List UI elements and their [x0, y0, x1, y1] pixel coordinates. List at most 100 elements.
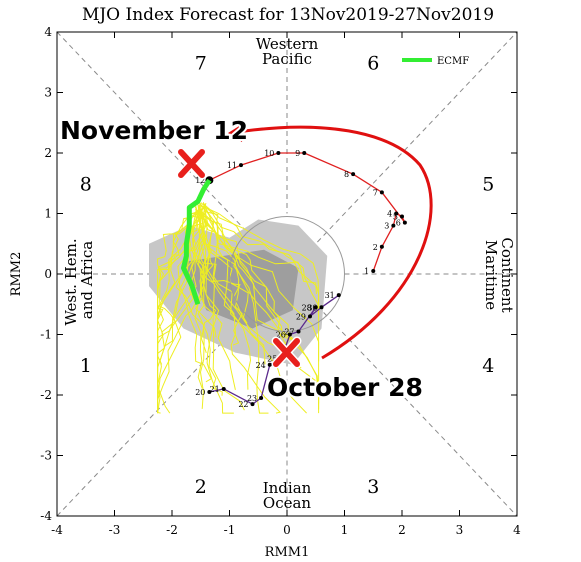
y-tick-label: -4	[40, 509, 52, 523]
region-label-top-2: Pacific	[262, 50, 312, 68]
data-point	[391, 223, 396, 228]
point-label: 29	[296, 312, 306, 321]
phase-label-4: 4	[482, 355, 494, 377]
phase-label-2: 2	[195, 476, 207, 498]
data-point	[259, 396, 264, 401]
series-line-observed_november	[209, 152, 406, 272]
point-label: 4	[387, 210, 392, 219]
region-label-left-1: West. Hem.	[62, 238, 80, 325]
point-label: 7	[373, 188, 378, 197]
point-label: 28	[302, 303, 312, 312]
ensemble-line-20	[199, 211, 266, 365]
data-point	[239, 163, 243, 168]
annotation-november-12: November 12	[60, 116, 248, 145]
point-label: 9	[295, 149, 300, 158]
x-tick-label: 1	[341, 523, 349, 537]
ensemble-line-16	[198, 204, 269, 414]
x-marker-nov12	[176, 147, 207, 180]
arrow-annotation	[228, 123, 433, 360]
region-label-bottom-1: Indian	[263, 479, 312, 497]
y-tick-label: -2	[40, 388, 52, 402]
data-point	[250, 402, 255, 407]
ensemble-line-29	[200, 204, 217, 354]
x-tick-label: -2	[166, 523, 178, 537]
y-tick-label: -1	[40, 328, 52, 342]
x-tick-label: -3	[109, 523, 121, 537]
point-label: 2	[373, 243, 378, 252]
data-point	[287, 332, 292, 337]
x-tick-label: 4	[513, 523, 521, 537]
point-label: 26	[276, 331, 286, 340]
ensemble-line-25	[200, 203, 236, 391]
point-label: 5	[393, 213, 398, 222]
phase-numbers: 7 68 51 42 3	[80, 52, 495, 498]
point-label: 12	[195, 176, 205, 185]
region-label-right-1: Maritime	[482, 240, 500, 310]
ensemble-line-31	[202, 203, 320, 362]
x-tick-label: -1	[224, 523, 236, 537]
point-label: 22	[238, 400, 248, 409]
phase-label-1: 1	[80, 355, 92, 377]
annotation-october-28: October 28	[267, 373, 423, 402]
data-point	[336, 293, 341, 298]
data-point	[221, 386, 226, 391]
ensemble-line-15	[205, 209, 320, 410]
x-marker-oct28	[271, 336, 302, 369]
region-label-bottom-2: Ocean	[263, 494, 312, 512]
y-tick-label: 4	[44, 25, 52, 39]
point-label: 8	[344, 170, 349, 179]
legend-label-ecmf: ECMF	[437, 56, 469, 67]
data-point	[302, 151, 307, 155]
phase-label-6: 6	[367, 52, 379, 74]
phase-label-3: 3	[367, 476, 379, 498]
data-point	[296, 329, 301, 334]
ensemble-line-7	[191, 210, 223, 396]
ensemble-line-23	[157, 211, 203, 317]
data-point	[379, 190, 384, 195]
x-tick-label: 0	[283, 523, 291, 537]
ensemble-line-13	[199, 204, 320, 318]
data-point	[371, 268, 376, 273]
region-label-top-1: Western	[256, 35, 319, 53]
phase-label-5: 5	[482, 173, 494, 195]
y-tick-label: 3	[44, 86, 52, 100]
data-point	[313, 305, 318, 310]
region-label-left-2: and Africa	[78, 241, 96, 319]
point-label: 23	[247, 394, 257, 403]
ensemble-line-36	[157, 202, 207, 414]
point-label: 25	[267, 355, 277, 364]
unit-circle	[229, 216, 345, 332]
ensemble-members	[156, 201, 320, 414]
point-label: 11	[227, 161, 237, 170]
point-label: 10	[264, 149, 274, 158]
ensemble-line-28	[199, 212, 281, 414]
point-label: 1	[364, 267, 369, 276]
ensemble-line-0	[156, 206, 202, 358]
ensemble-line-33	[203, 210, 317, 295]
series-line-ECMF	[181, 178, 212, 306]
data-point	[308, 314, 312, 319]
chart-title: MJO Index Forecast for 13Nov2019-27Nov20…	[82, 5, 494, 25]
data-point	[400, 214, 404, 219]
point-label: 24	[256, 361, 266, 370]
data-point	[267, 362, 272, 367]
point-label: 30	[307, 303, 317, 312]
x-tick-label: -4	[51, 523, 63, 537]
point-label: 21	[210, 385, 220, 394]
data-point	[402, 220, 407, 225]
arrowhead	[228, 123, 244, 142]
data-point	[351, 172, 356, 177]
point-label: 27	[284, 327, 294, 336]
y-tick-label: 1	[44, 207, 52, 221]
point-label: 6	[396, 219, 401, 228]
ensemble-line-2	[197, 203, 243, 346]
point-label: 3	[384, 222, 389, 231]
x-axis-label: RMM1	[265, 545, 310, 560]
phase-label-7: 7	[195, 52, 207, 74]
data-point	[276, 151, 281, 155]
ensemble-line-35	[157, 205, 204, 371]
data-point	[394, 211, 399, 216]
